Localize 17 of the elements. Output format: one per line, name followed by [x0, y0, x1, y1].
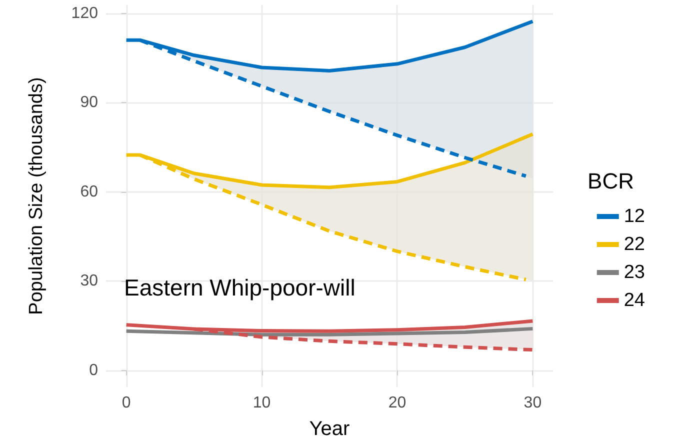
y-tick-label: 120 [71, 4, 98, 22]
annotation: Eastern Whip-poor-will [124, 274, 356, 300]
y-tick-label: 90 [80, 94, 98, 112]
x-tick-label: 30 [524, 394, 542, 412]
x-tick-label: 0 [122, 394, 131, 412]
legend-label: 12 [624, 206, 646, 227]
y-tick-label: 0 [89, 362, 98, 379]
legend-label: 24 [624, 290, 646, 311]
legend-label: 22 [624, 234, 646, 255]
x-tick-label: 20 [388, 394, 406, 412]
y-tick-label: 60 [80, 183, 98, 200]
x-tick-label: 10 [252, 394, 271, 412]
legend-title: BCR [588, 168, 634, 194]
y-tick-label: 30 [80, 272, 98, 290]
y-axis-title: Population Size (thousands) [26, 77, 47, 315]
x-axis-title: Year [309, 418, 350, 440]
legend-label: 23 [624, 262, 646, 283]
